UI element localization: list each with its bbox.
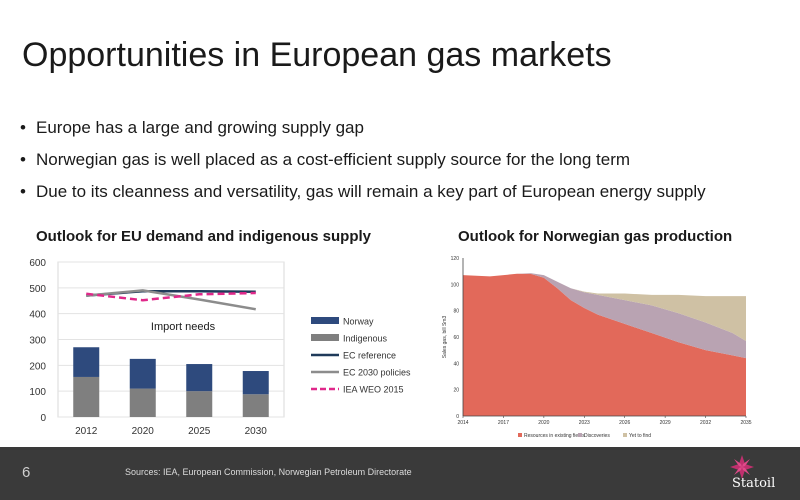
legend-label: IEA WEO 2015 bbox=[343, 385, 404, 395]
production-chart-title: Outlook for Norwegian gas production bbox=[458, 228, 733, 245]
legend-swatch bbox=[578, 433, 582, 437]
y-tick-label: 100 bbox=[29, 387, 46, 398]
y-tick-label: 600 bbox=[29, 258, 46, 269]
x-tick-label: 2030 bbox=[245, 426, 268, 437]
bullet-dot-icon: • bbox=[20, 150, 26, 169]
y-tick-label: 60 bbox=[453, 335, 459, 341]
bar-norway bbox=[73, 347, 100, 377]
bar-indigenous bbox=[186, 391, 213, 417]
sources-note: Sources: IEA, European Commission, Norwe… bbox=[125, 467, 412, 477]
legend-label: Norway bbox=[343, 317, 374, 327]
legend-swatch bbox=[311, 334, 339, 341]
x-tick-label: 2035 bbox=[740, 420, 751, 426]
bar-norway bbox=[242, 371, 269, 395]
bullet-item: • Norwegian gas is well placed as a cost-… bbox=[20, 150, 706, 170]
y-tick-label: 80 bbox=[453, 309, 459, 315]
bullet-text: Europe has a large and growing supply ga… bbox=[36, 118, 364, 137]
bar-indigenous bbox=[73, 376, 100, 417]
bullet-text: Norwegian gas is well placed as a cost-e… bbox=[36, 150, 631, 169]
x-tick-label: 2029 bbox=[660, 420, 671, 426]
bullet-dot-icon: • bbox=[20, 118, 26, 137]
bar-norway bbox=[129, 358, 156, 389]
x-tick-label: 2020 bbox=[132, 426, 155, 437]
area-yet-to-find bbox=[463, 273, 746, 341]
legend-swatch bbox=[623, 433, 627, 437]
y-axis-label: Sales gas, bill Sm3 bbox=[442, 316, 448, 359]
legend-label: EC reference bbox=[343, 351, 396, 361]
y-tick-label: 20 bbox=[453, 388, 459, 394]
y-tick-label: 0 bbox=[456, 414, 459, 420]
page-number: 6 bbox=[22, 464, 31, 481]
x-tick-label: 2032 bbox=[700, 420, 711, 426]
bullet-text: Due to its cleanness and versatility, ga… bbox=[36, 182, 706, 201]
area-resources-in-existing-fields bbox=[463, 273, 746, 416]
bullet-list: • Europe has a large and growing supply g… bbox=[20, 118, 706, 214]
bullet-item: • Due to its cleanness and versatility, g… bbox=[20, 182, 706, 202]
y-tick-label: 120 bbox=[451, 256, 460, 262]
bar-indigenous bbox=[129, 388, 156, 417]
legend-label: Indigenous bbox=[343, 334, 388, 344]
y-tick-label: 40 bbox=[453, 361, 459, 367]
legend-swatch bbox=[311, 317, 339, 324]
eu-demand-supply-chart: 0 100 200 300 400 500 600 2012 2020 2025 2030 Impor… bbox=[29, 258, 411, 437]
area-discoveries bbox=[463, 273, 746, 359]
y-tick-label: 200 bbox=[29, 361, 46, 372]
legend-label: Resources in existing fields bbox=[524, 433, 585, 439]
line-ec-2030-policies bbox=[86, 289, 256, 311]
y-tick-label: 400 bbox=[29, 310, 46, 321]
x-tick-label: 2014 bbox=[457, 420, 468, 426]
star-logo-icon bbox=[730, 455, 754, 479]
y-tick-label: 500 bbox=[29, 284, 46, 295]
footer-bar: 6 Sources: IEA, European Commission, Nor… bbox=[0, 447, 800, 500]
statoil-logo: Statoil bbox=[712, 455, 782, 495]
x-tick-label: 2017 bbox=[498, 420, 509, 426]
legend-label: Yet to find bbox=[629, 433, 651, 439]
x-tick-label: 2012 bbox=[75, 426, 98, 437]
line-iea-weo-2015 bbox=[86, 291, 256, 302]
x-tick-label: 2026 bbox=[619, 420, 630, 426]
logo-text: Statoil bbox=[732, 476, 776, 491]
bar-norway bbox=[186, 364, 213, 392]
x-tick-label: 2020 bbox=[538, 420, 549, 426]
bar-indigenous bbox=[242, 394, 269, 417]
y-tick-label: 100 bbox=[451, 282, 460, 288]
slide-title: Opportunities in European gas markets bbox=[22, 36, 612, 74]
norwegian-production-chart: 0 20 40 60 80 100 120 2014 2017 2020 2023 2026 2029 2… bbox=[442, 256, 752, 439]
legend-swatch bbox=[518, 433, 522, 437]
import-needs-annotation: Import needs bbox=[151, 321, 216, 333]
bullet-item: • Europe has a large and growing supply g… bbox=[20, 118, 706, 138]
y-tick-label: 300 bbox=[29, 336, 46, 347]
demand-chart-title: Outlook for EU demand and indigenous sup… bbox=[36, 228, 372, 245]
legend-label: Discoveries bbox=[584, 433, 610, 439]
y-tick-label: 0 bbox=[40, 413, 46, 424]
x-tick-label: 2025 bbox=[188, 426, 211, 437]
bullet-dot-icon: • bbox=[20, 182, 26, 201]
x-tick-label: 2023 bbox=[579, 420, 590, 426]
legend-label: EC 2030 policies bbox=[343, 368, 411, 378]
